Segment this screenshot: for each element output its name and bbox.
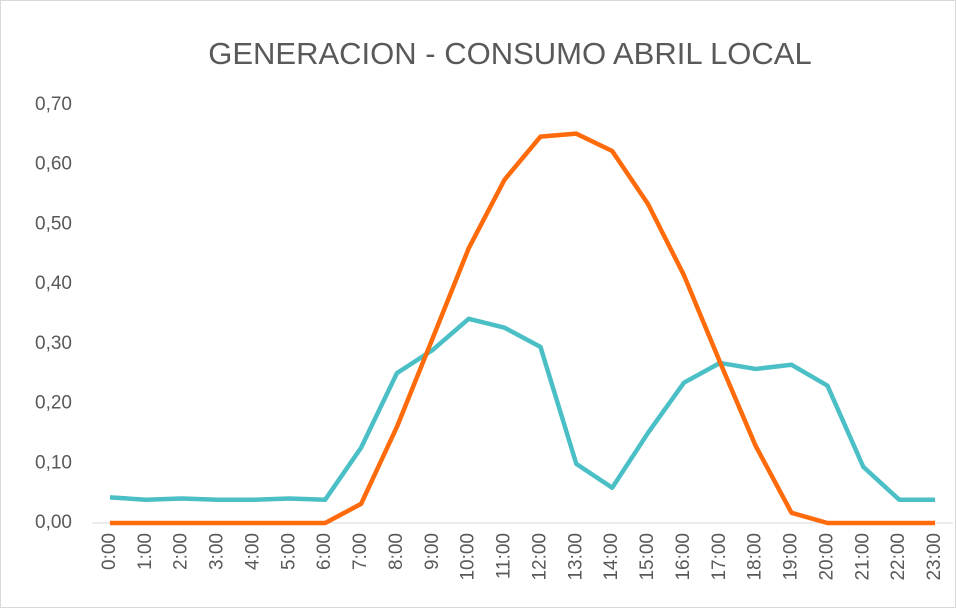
series-line <box>109 131 936 526</box>
x-tick-label: 2:00 <box>171 533 192 570</box>
chart-title: GENERACION - CONSUMO ABRIL LOCAL <box>208 36 811 71</box>
x-tick-label: 13:00 <box>565 533 586 581</box>
y-tick-label: 0,10 <box>35 452 72 473</box>
x-tick-label: 19:00 <box>781 533 802 581</box>
x-tick-label: 22:00 <box>888 533 909 581</box>
y-tick-label: 0,20 <box>35 393 72 414</box>
x-tick-label: 18:00 <box>745 533 766 581</box>
x-tick-label: 15:00 <box>637 533 658 581</box>
y-tick-label: 0,50 <box>35 213 72 234</box>
series-line <box>109 316 936 502</box>
y-tick-label: 0,00 <box>35 512 72 533</box>
x-tick-label: 12:00 <box>529 533 550 581</box>
x-tick-label: 0:00 <box>99 533 120 570</box>
y-tick-label: 0,60 <box>35 154 72 175</box>
x-tick-label: 23:00 <box>924 533 945 581</box>
x-tick-label: 4:00 <box>242 533 263 570</box>
x-tick-label: 1:00 <box>135 533 156 570</box>
x-tick-label: 7:00 <box>350 533 371 570</box>
x-tick-label: 11:00 <box>494 533 515 579</box>
x-tick-label: 21:00 <box>852 533 873 581</box>
y-tick-label: 0,30 <box>35 333 72 354</box>
x-tick-label: 20:00 <box>816 533 837 581</box>
x-tick-label: 6:00 <box>314 533 335 570</box>
x-tick-label: 14:00 <box>601 533 622 581</box>
x-tick-label: 10:00 <box>458 533 479 581</box>
x-tick-label: 17:00 <box>709 533 730 581</box>
x-tick-label: 16:00 <box>673 533 694 581</box>
y-tick-label: 0,40 <box>35 273 72 294</box>
x-tick-label: 8:00 <box>386 533 407 570</box>
x-tick-label: 5:00 <box>278 533 299 570</box>
y-tick-label: 0,70 <box>35 94 72 115</box>
x-tick-label: 9:00 <box>422 533 443 570</box>
x-tick-label: 3:00 <box>207 533 228 570</box>
